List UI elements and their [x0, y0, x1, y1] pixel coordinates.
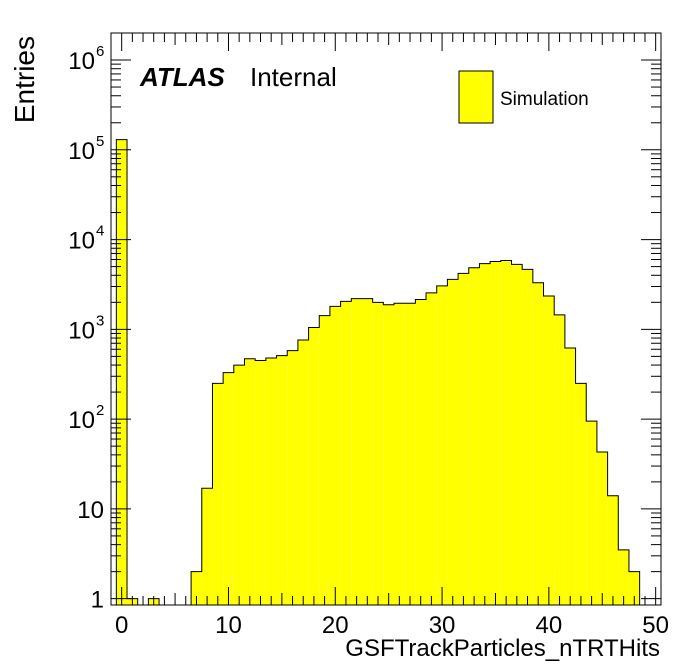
histogram-bar — [276, 355, 288, 605]
histogram-bar — [575, 383, 587, 605]
histogram-bar — [319, 315, 330, 605]
histogram-bar — [191, 571, 202, 605]
histogram-bar — [116, 139, 128, 605]
histogram-bar — [233, 365, 245, 605]
plot-frame — [110, 32, 662, 606]
histogram-bar — [372, 302, 384, 605]
y-tick-exponent: 5 — [96, 133, 104, 150]
histogram-bar — [586, 421, 597, 605]
internal-label: Internal — [250, 62, 337, 92]
y-tick-exponent: 3 — [96, 312, 104, 329]
x-tick-label: 30 — [429, 612, 456, 639]
histogram-bar — [201, 488, 213, 605]
y-tick-exponent: 2 — [96, 402, 104, 419]
y-tick-label: 10 — [68, 407, 95, 434]
histogram-bar — [564, 347, 576, 605]
histogram-bar — [340, 301, 352, 605]
y-axis-label: Entries — [9, 36, 40, 123]
histogram-bar — [618, 549, 629, 605]
x-axis-label: GSFTrackParticles_nTRTHits — [345, 635, 660, 662]
y-tick-exponent: 6 — [96, 43, 104, 60]
legend-entry-simulation: Simulation — [500, 89, 589, 110]
x-tick-label: 50 — [642, 612, 669, 639]
histogram-bar — [265, 357, 277, 605]
legend-swatch — [458, 70, 494, 124]
x-tick-label: 20 — [322, 612, 349, 639]
histogram-bar — [212, 383, 224, 605]
histogram-bar — [415, 299, 427, 605]
histogram-bar — [490, 261, 501, 605]
histogram-bar — [458, 273, 469, 605]
x-tick-label: 10 — [215, 612, 242, 639]
histogram-bar — [522, 269, 533, 605]
histogram-bar — [404, 303, 416, 605]
x-tick-label: 0 — [115, 612, 128, 639]
histogram-bar — [426, 292, 437, 605]
histogram-bar — [554, 314, 565, 605]
histogram-bar — [532, 282, 544, 605]
histogram-bar — [479, 263, 491, 605]
y-tick-label: 10 — [68, 228, 95, 255]
histogram-bar — [287, 350, 298, 605]
histogram-bars — [115, 139, 641, 606]
histogram-bar — [607, 495, 619, 605]
histogram-bar — [255, 360, 266, 605]
y-tick-label: 1 — [91, 587, 104, 614]
histogram-bar — [628, 571, 640, 605]
histogram-bar — [500, 260, 512, 605]
histogram-bar — [596, 452, 608, 605]
axis-ticks — [110, 32, 661, 605]
y-tick-exponent: 4 — [96, 223, 104, 240]
histogram-bar — [511, 264, 523, 605]
histogram-bar — [468, 267, 480, 605]
histogram-bar — [308, 327, 320, 605]
histogram-bar — [394, 303, 405, 605]
histogram-bar — [383, 304, 395, 605]
histogram-bar — [329, 306, 341, 605]
histogram-bar — [297, 340, 309, 605]
histogram-bar — [447, 279, 459, 605]
atlas-label: ATLAS — [139, 62, 225, 92]
histogram-bar — [223, 372, 234, 605]
x-tick-label: 40 — [536, 612, 563, 639]
y-tick-label: 10 — [68, 48, 95, 75]
y-tick-label: 10 — [68, 317, 95, 344]
histogram-outline — [115, 139, 641, 606]
histogram-bar — [351, 298, 362, 605]
histogram-bar — [361, 298, 373, 605]
y-tick-label: 10 — [68, 138, 95, 165]
histogram-bar — [244, 358, 256, 605]
histogram-bar — [543, 296, 555, 605]
y-tick-label: 10 — [77, 497, 104, 524]
histogram-bar — [436, 285, 448, 605]
